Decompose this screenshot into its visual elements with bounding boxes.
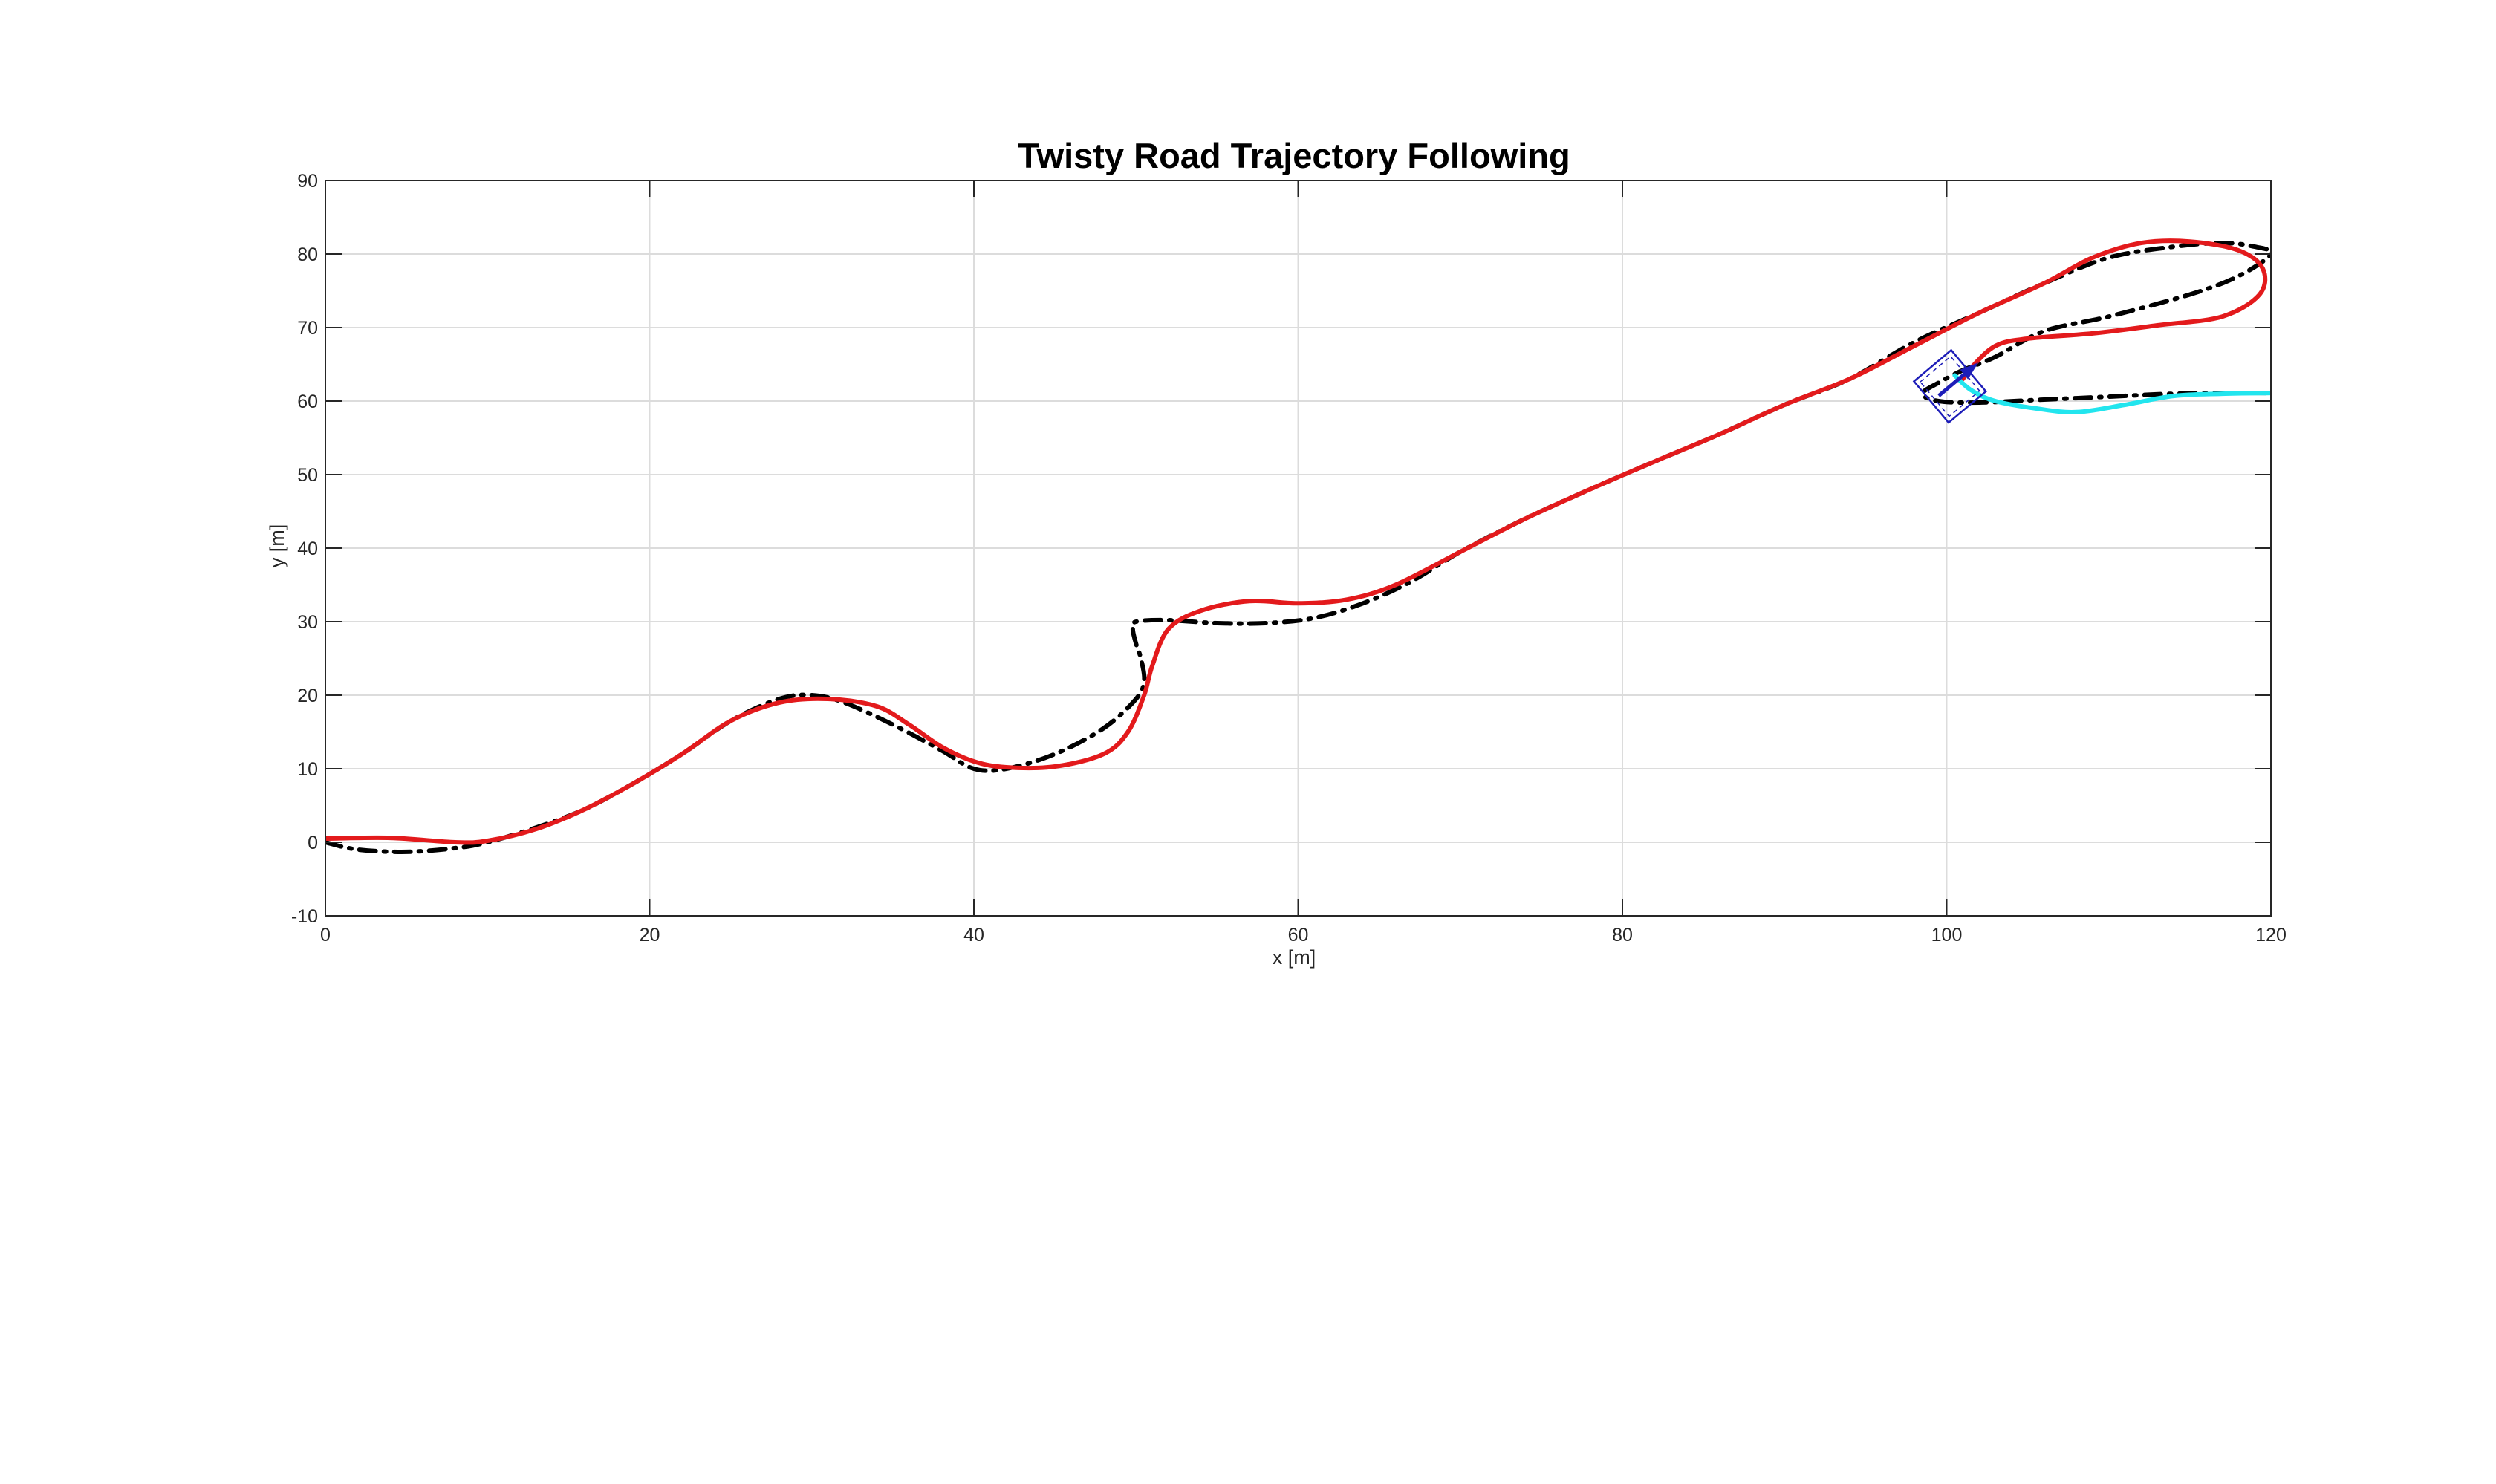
y-axis-label: y [m]	[266, 524, 288, 568]
x-tick-label: 80	[1612, 925, 1633, 946]
y-tick-label: 10	[297, 759, 318, 780]
y-tick-label: 90	[297, 171, 318, 192]
y-tick-label: 20	[297, 686, 318, 706]
x-axis-label: x [m]	[1273, 946, 1316, 969]
x-tick-label: 120	[2255, 925, 2287, 946]
series-group	[325, 238, 2271, 854]
chart-title: Twisty Road Trajectory Following	[1018, 136, 1570, 175]
vehicle-marker	[1912, 348, 1988, 424]
vehicle-outline-inner	[1919, 355, 1980, 417]
y-tick-label: 30	[297, 612, 318, 633]
y-tick-label: 70	[297, 318, 318, 339]
x-tick-label: 40	[963, 925, 984, 946]
x-tick-label: 100	[1931, 925, 1963, 946]
x-tick-label: 20	[640, 925, 660, 946]
x-tick-label: 60	[1288, 925, 1309, 946]
x-axis: 0 20 40 60 80 100 120	[320, 180, 2287, 946]
x-tick-label: 0	[320, 925, 331, 946]
y-tick-label: 0	[308, 833, 318, 853]
grid-lines	[325, 180, 2272, 917]
y-tick-label: 80	[297, 244, 318, 265]
series-line-predicted	[1952, 373, 2271, 414]
y-axis: -10 0 10 20 30 40 50 60 70 80 90	[291, 171, 2271, 927]
y-tick-label: 60	[297, 391, 318, 412]
y-tick-label: -10	[291, 906, 318, 927]
vehicle-heading-arrowhead	[1960, 362, 1979, 380]
series-line-actual	[325, 238, 2268, 845]
y-tick-label: 40	[297, 538, 318, 559]
y-tick-label: 50	[297, 465, 318, 486]
